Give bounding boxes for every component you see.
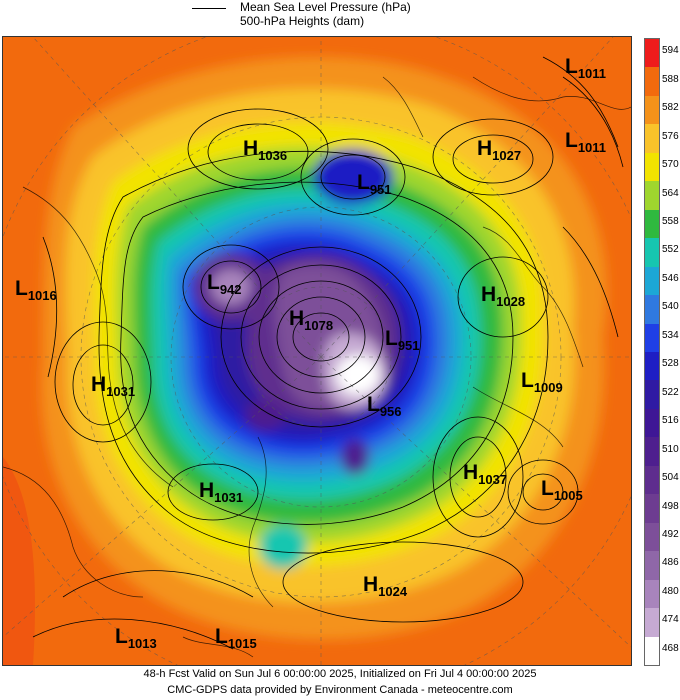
colorbar-cell: [645, 323, 659, 352]
colorbar-cell: [645, 209, 659, 239]
pressure-system-low: L1015: [215, 625, 257, 651]
colorbar-cell: [645, 522, 659, 552]
colorbar-tick-label: 504: [662, 472, 679, 484]
colorbar-tick-label: 528: [662, 358, 679, 370]
colorbar-tick-label: 474: [662, 614, 679, 626]
map-legend: Mean Sea Level Pressure (hPa) 500-hPa He…: [0, 0, 680, 36]
colorbar-tick-label: 564: [662, 187, 679, 199]
colorbar-tick-label: 570: [662, 159, 679, 171]
pressure-system-high: H1037: [463, 461, 508, 487]
pressure-system-high: H1036: [243, 137, 288, 163]
pressure-system-low: L1005: [541, 477, 583, 503]
colorbar-cell: [645, 39, 659, 68]
colorbar-tick-label: 492: [662, 528, 679, 540]
low-942-center: [211, 269, 251, 305]
colorbar-cell: [645, 437, 659, 466]
colorbar-cell: [645, 67, 659, 96]
coastlines: [3, 76, 631, 658]
pressure-system-low: L1009: [521, 369, 563, 395]
pressure-system-high: H1031: [199, 479, 244, 505]
colorbar-cell: [645, 352, 659, 381]
colorbar-cell: [645, 238, 659, 267]
colorbar-tick-label: 516: [662, 415, 679, 427]
pressure-system-low: L1011: [565, 55, 607, 81]
colorbar-cell: [645, 124, 659, 153]
colorbar-cell: [645, 152, 659, 182]
colorbar-cell: [645, 266, 659, 296]
pressure-system-high: H1031: [91, 373, 136, 399]
colorbar-cell: [645, 579, 659, 609]
colorbar-tick-label: 576: [662, 130, 679, 142]
pressure-system-low: L951: [357, 171, 392, 197]
pressure-system-high: H1024: [363, 573, 408, 599]
colorbar-tick-label: 540: [662, 301, 679, 313]
colorbar-cell: [645, 408, 659, 438]
colorbar-cell: [645, 95, 659, 125]
forecast-valid-time: 48-h Fcst Valid on Sun Jul 6 00:00:00 20…: [143, 668, 537, 680]
legend-mslp-label: Mean Sea Level Pressure (hPa): [240, 0, 411, 14]
colorbar-cell: [645, 494, 659, 523]
colorbar-tick-label: 588: [662, 73, 679, 85]
low-951-north: [313, 149, 393, 205]
colorbar-tick-label: 510: [662, 443, 679, 455]
pressure-system-low: L1016: [15, 277, 57, 303]
pressure-system-low: L1013: [115, 625, 157, 651]
colorbar-cell: [645, 636, 659, 665]
colorbar-tick-label: 522: [662, 386, 679, 398]
weather-map: L1011 L1011 H1036 H1027 L951 L1016 L942 …: [2, 36, 632, 666]
height-colorbar: [644, 38, 660, 666]
pressure-system-high: H1078: [289, 307, 334, 333]
pressure-system-low: L1011: [565, 129, 607, 155]
legend-heights-label: 500-hPa Heights (dam): [240, 14, 365, 28]
low-southeast-core: [341, 439, 369, 475]
colorbar-tick-label: 468: [662, 642, 679, 654]
colorbar-tick-label: 558: [662, 215, 679, 227]
colorbar-tick-label: 498: [662, 500, 679, 512]
colorbar-tick-label: 486: [662, 557, 679, 569]
pressure-system-low: L956: [367, 393, 402, 419]
height-field: [3, 37, 631, 665]
pressure-system-high: H1027: [477, 137, 522, 163]
colorbar-tick-label: 546: [662, 272, 679, 284]
colorbar-cell: [645, 295, 659, 324]
colorbar-cell: [645, 608, 659, 637]
colorbar-tick-label: 594: [662, 45, 679, 57]
colorbar-cell: [645, 181, 659, 210]
colorbar-tick-label: 582: [662, 102, 679, 114]
colorbar-tick-label: 552: [662, 244, 679, 256]
colorbar-cell: [645, 551, 659, 580]
band-468: [336, 355, 380, 395]
colorbar-tick-label: 534: [662, 329, 679, 341]
colorbar-cell: [645, 465, 659, 495]
pressure-system-low: L942: [207, 271, 242, 297]
mslp-line-symbol: [192, 8, 226, 9]
colorbar-tick-label: 480: [662, 585, 679, 597]
pressure-system-high: H1028: [481, 283, 526, 309]
data-credit: CMC-GDPS data provided by Environment Ca…: [167, 684, 513, 696]
low-south-core: [245, 399, 285, 431]
isobars: [32, 56, 624, 650]
trough-south: [259, 525, 307, 569]
pressure-system-low: L951: [385, 327, 420, 353]
colorbar-cell: [645, 380, 659, 409]
band-594-patch: [3, 457, 35, 665]
